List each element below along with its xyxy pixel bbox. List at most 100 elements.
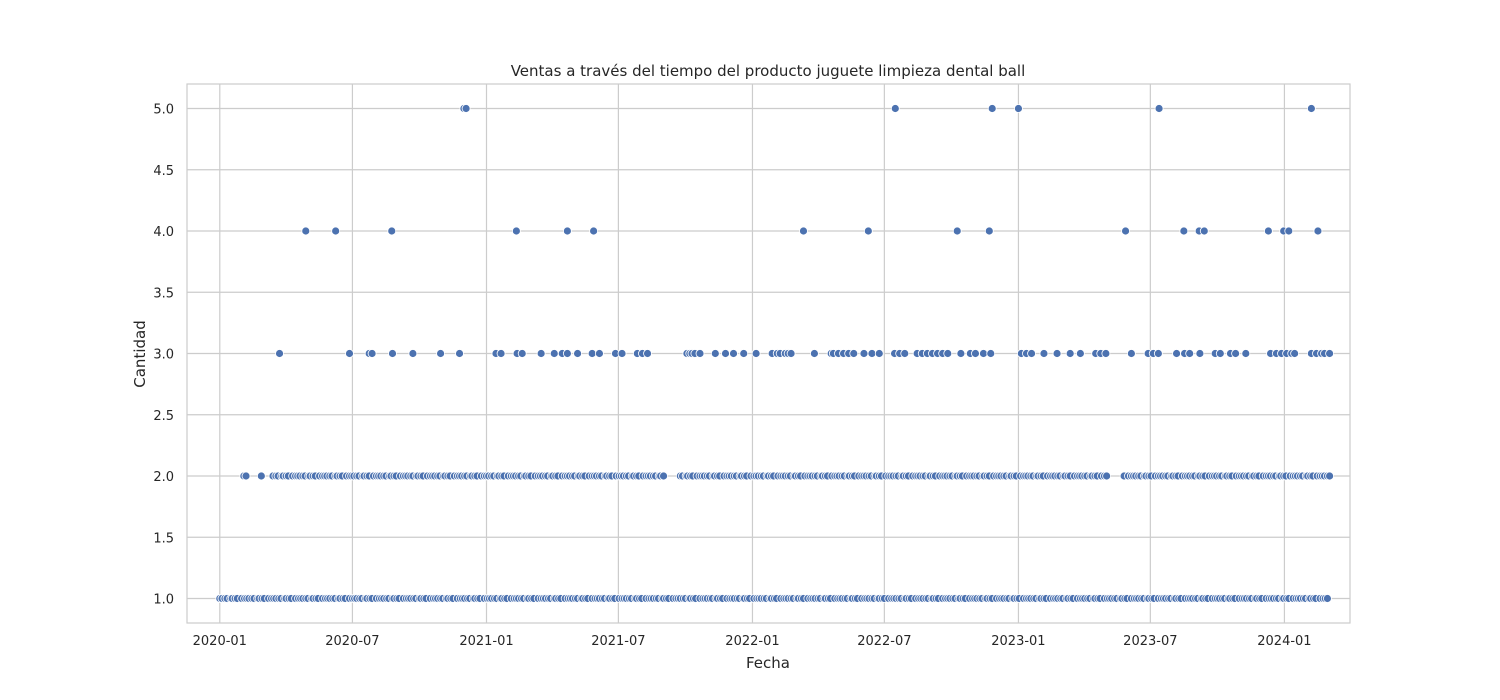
data-point (1179, 226, 1189, 236)
x-axis-label: Fecha (746, 654, 790, 672)
data-point (1039, 349, 1049, 358)
data-point (900, 349, 910, 358)
data-point (301, 226, 311, 236)
x-tick-label: 2022-07 (857, 634, 911, 649)
y-tick-label: 3.0 (153, 348, 174, 363)
x-tick-label: 2020-01 (193, 634, 247, 649)
y-tick-label: 5.0 (153, 103, 174, 118)
data-point (617, 349, 627, 358)
data-point (890, 104, 900, 113)
data-point (1290, 349, 1300, 358)
data-point (1014, 104, 1023, 113)
data-point (517, 349, 527, 358)
data-point (971, 349, 980, 358)
data-point (536, 349, 546, 358)
data-point (562, 349, 572, 358)
data-point (952, 226, 962, 236)
data-point (256, 471, 266, 481)
data-point (1126, 349, 1136, 358)
data-point (849, 349, 859, 358)
data-point (1065, 349, 1075, 358)
data-point (455, 349, 464, 358)
data-point (408, 349, 418, 358)
data-point (1172, 349, 1181, 358)
data-point (987, 104, 997, 113)
data-point (1199, 226, 1209, 236)
data-point (874, 349, 884, 358)
data-point (1241, 349, 1251, 358)
x-tick-label: 2022-01 (725, 634, 779, 649)
data-point (1027, 349, 1036, 358)
data-point (511, 226, 521, 236)
data-point (1325, 471, 1334, 481)
data-point (1306, 104, 1316, 113)
data-point (979, 349, 988, 358)
data-point (1154, 104, 1164, 113)
y-tick-label: 2.0 (153, 470, 174, 485)
data-point (331, 226, 341, 236)
data-point (436, 349, 445, 358)
data-point (1284, 226, 1294, 236)
data-point (461, 104, 471, 113)
data-point (867, 349, 877, 358)
data-point (1195, 349, 1205, 358)
data-point (729, 349, 738, 358)
data-point (659, 471, 668, 481)
x-tick-label: 2023-07 (1123, 634, 1177, 649)
data-point (863, 226, 873, 236)
data-point (786, 349, 796, 358)
plot-frame (186, 83, 1351, 624)
y-tick-label: 1.0 (153, 593, 174, 608)
x-tick-label: 2021-01 (459, 634, 513, 649)
data-point (984, 226, 994, 236)
data-point (549, 349, 559, 358)
data-point (275, 349, 284, 358)
data-point (739, 349, 749, 358)
data-point (956, 349, 966, 358)
x-axis-ticks: 2020-01 2020-07 2021-01 2021-07 2022-01 2022-… (193, 634, 1312, 649)
data-point (1231, 349, 1240, 358)
data-point (1102, 471, 1112, 481)
data-point (751, 349, 761, 358)
data-point (1325, 349, 1334, 358)
data-point (587, 349, 597, 358)
data-point (589, 226, 599, 236)
x-tick-label: 2021-07 (591, 634, 645, 649)
y-axis-ticks: 1.0 1.5 2.0 2.5 3.0 3.5 4.0 4.5 5.0 (153, 103, 174, 608)
data-point (799, 226, 808, 236)
x-tick-label: 2020-07 (325, 634, 379, 649)
data-point (387, 226, 397, 236)
y-tick-label: 3.5 (153, 286, 174, 301)
data-point (1153, 349, 1163, 358)
chart-title: Ventas a través del tiempo del producto … (511, 62, 1026, 80)
data-point (859, 349, 869, 358)
data-point (241, 471, 251, 481)
y-tick-label: 2.5 (153, 409, 174, 424)
data-point (367, 349, 377, 358)
y-tick-label: 1.5 (153, 531, 174, 546)
data-point (695, 349, 705, 358)
y-tick-label: 4.5 (153, 164, 174, 179)
data-point (710, 349, 720, 358)
data-points (215, 104, 1334, 603)
data-point (810, 349, 819, 358)
data-point (595, 349, 604, 358)
x-tick-label: 2024-01 (1257, 634, 1311, 649)
data-point (1215, 349, 1225, 358)
data-point (1052, 349, 1062, 358)
data-point (1121, 226, 1130, 236)
y-tick-label: 4.0 (153, 225, 174, 240)
data-point (496, 349, 506, 358)
data-point (643, 349, 652, 358)
data-point (388, 349, 397, 358)
data-point (1263, 226, 1273, 236)
data-point (721, 349, 730, 358)
data-point (1075, 349, 1085, 358)
data-point (345, 349, 354, 358)
data-point (943, 349, 953, 358)
data-point (1323, 594, 1332, 603)
data-point (1101, 349, 1111, 358)
data-point (986, 349, 996, 358)
